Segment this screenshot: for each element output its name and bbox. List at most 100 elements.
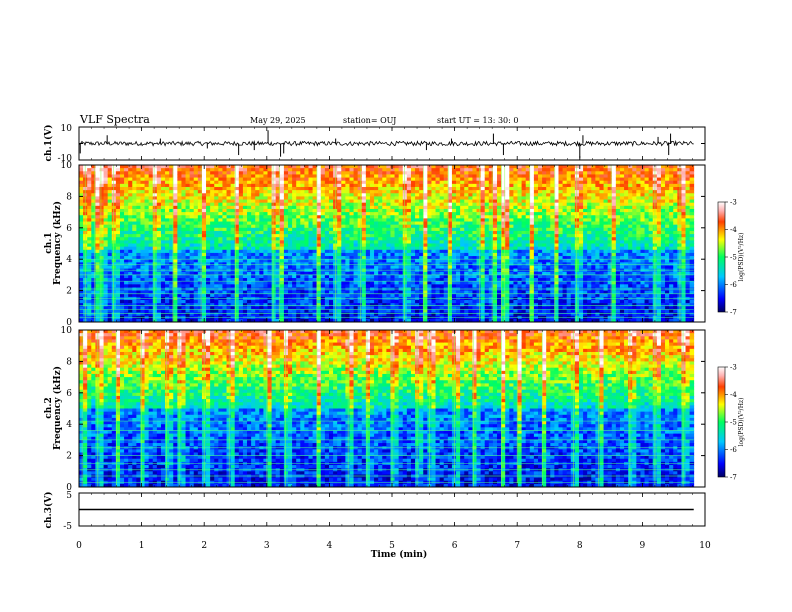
- spectrogram-cell: [79, 171, 84, 175]
- spectrogram-cell: [362, 193, 367, 197]
- spectrogram-cell: [255, 275, 260, 279]
- spectrogram-cell: [218, 184, 223, 188]
- spectrogram-cell: [218, 309, 223, 313]
- spectrogram-cell: [358, 250, 363, 254]
- spectrogram-cell: [104, 281, 109, 285]
- spectrogram-cell: [456, 178, 461, 182]
- spectrogram-cell: [173, 196, 178, 200]
- spectrogram-cell: [140, 300, 145, 304]
- spectrogram-cell: [218, 300, 223, 304]
- spectrogram-cell: [272, 262, 277, 266]
- spectrogram-cell: [165, 265, 170, 269]
- spectrogram-cell: [194, 206, 199, 210]
- spectrogram-cell: [411, 206, 416, 210]
- spectrogram-cell: [268, 275, 273, 279]
- spectrogram-cell: [247, 203, 252, 207]
- spectrogram-cell: [423, 200, 428, 204]
- spectrogram-cell: [95, 303, 100, 307]
- spectrogram-cell: [116, 262, 121, 266]
- spectrogram-cell: [444, 303, 449, 307]
- spectrogram-cell: [382, 181, 387, 185]
- spectrogram-cell: [329, 247, 334, 251]
- spectrogram-cell: [157, 234, 162, 238]
- spectrogram-cell: [247, 303, 252, 307]
- spectrogram-cell: [325, 240, 330, 244]
- spectrogram-cell: [87, 193, 92, 197]
- spectrogram-cell: [116, 275, 121, 279]
- spectrogram-cell: [210, 300, 215, 304]
- spectrogram-cell: [272, 222, 277, 226]
- spectrogram-cell: [272, 250, 277, 254]
- spectrogram-cell: [349, 168, 354, 172]
- spectrogram-cell: [423, 237, 428, 241]
- spectrogram-cell: [460, 253, 465, 257]
- spectrogram-cell: [395, 165, 400, 169]
- spectrogram-cell: [292, 309, 297, 313]
- spectrogram-cell: [145, 171, 150, 175]
- spectrogram-cell: [145, 259, 150, 263]
- spectrogram-cell: [337, 200, 342, 204]
- spectrogram-cell: [140, 174, 145, 178]
- spectrogram-cell: [202, 250, 207, 254]
- spectrogram-cell: [407, 303, 412, 307]
- spectrogram-cell: [292, 218, 297, 222]
- spectrogram-cell: [313, 253, 318, 257]
- spectrogram-cell: [296, 215, 301, 219]
- spectrogram-cell: [231, 250, 236, 254]
- spectrogram-cell: [165, 168, 170, 172]
- spectrogram-cell: [136, 250, 141, 254]
- spectrogram-cell: [239, 187, 244, 191]
- spectrogram-cell: [300, 206, 305, 210]
- spectrogram-cell: [427, 259, 432, 263]
- spectrogram-cell: [259, 250, 264, 254]
- spectrogram-cell: [87, 171, 92, 175]
- spectrogram-cell: [132, 222, 137, 226]
- spectrogram-cell: [132, 275, 137, 279]
- spectrogram-cell: [210, 218, 215, 222]
- spectrogram-cell: [210, 193, 215, 197]
- spectrogram-cell: [374, 244, 379, 248]
- spectrogram-cell: [407, 190, 412, 194]
- spectrogram-cell: [222, 237, 227, 241]
- spectrogram-cell: [247, 212, 252, 216]
- spectrogram-cell: [210, 215, 215, 219]
- spectrogram-cell: [214, 309, 219, 313]
- spectrogram-cell: [177, 259, 182, 263]
- spectrogram-cell: [349, 259, 354, 263]
- spectrogram-cell: [120, 225, 125, 229]
- spectrogram-cell: [263, 218, 268, 222]
- spectrogram-cell: [464, 209, 469, 213]
- spectrogram-cell: [268, 218, 273, 222]
- spectrogram-cell: [284, 253, 289, 257]
- spectrogram-cell: [198, 218, 203, 222]
- spectrogram-cell: [386, 300, 391, 304]
- spectrogram-cell: [218, 218, 223, 222]
- spectrogram-cell: [145, 265, 150, 269]
- spectrogram-cell: [292, 174, 297, 178]
- spectrogram-cell: [321, 294, 326, 298]
- spectrogram-cell: [202, 244, 207, 248]
- spectrogram-cell: [128, 212, 133, 216]
- spectrogram-cell: [485, 168, 490, 172]
- spectrogram-cell: [210, 250, 215, 254]
- spectrogram-cell: [231, 193, 236, 197]
- spectrogram-cell: [280, 203, 285, 207]
- spectrogram-cell: [280, 234, 285, 238]
- spectrogram-cell: [325, 303, 330, 307]
- spectrogram-cell: [436, 196, 441, 200]
- spectrogram-cell: [132, 190, 137, 194]
- spectrogram-cell: [210, 168, 215, 172]
- spectrogram-cell: [239, 171, 244, 175]
- spectrogram-cell: [436, 184, 441, 188]
- spectrogram-cell: [395, 237, 400, 241]
- spectrogram-cell: [436, 178, 441, 182]
- spectrogram-cell: [399, 259, 404, 263]
- spectrogram-cell: [202, 200, 207, 204]
- spectrogram-cell: [472, 187, 477, 191]
- spectrogram-cell: [149, 218, 154, 222]
- spectrogram-cell: [227, 275, 232, 279]
- spectrogram-cell: [321, 300, 326, 304]
- spectrogram-cell: [153, 281, 158, 285]
- spectrogram-cell: [370, 174, 375, 178]
- spectrogram-cell: [218, 244, 223, 248]
